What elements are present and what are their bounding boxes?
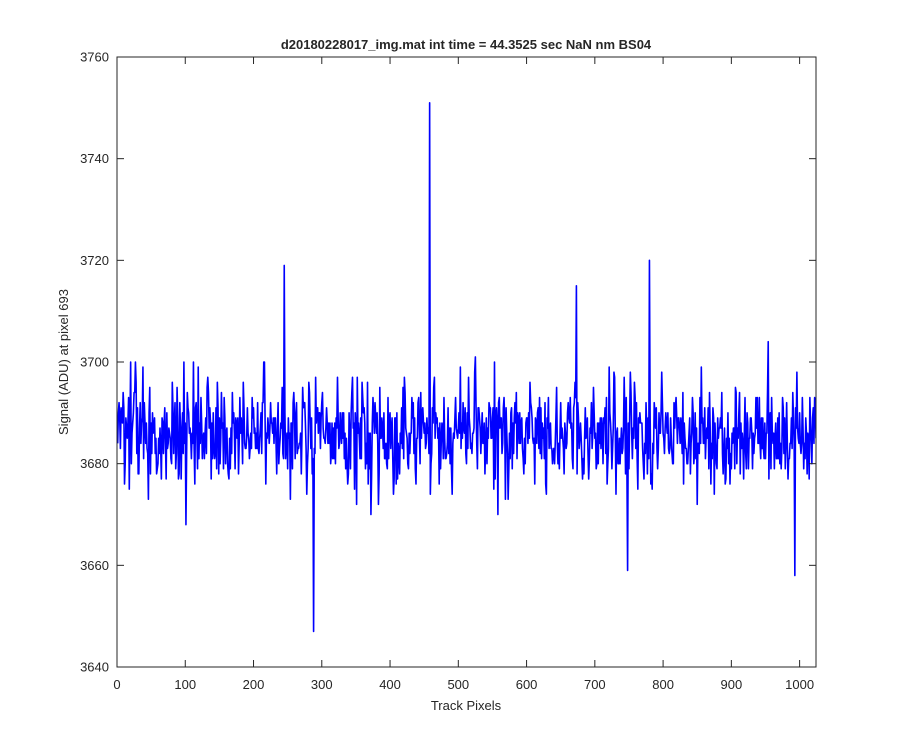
x-tick-label: 500: [447, 677, 469, 692]
y-tick-label: 3740: [80, 151, 109, 166]
y-tick-label: 3760: [80, 50, 109, 65]
axes: 0 100 200 300 400 500 600 700 800 900 1000 3640 3660…: [80, 50, 817, 692]
x-tick-label: 800: [652, 677, 674, 692]
x-tick-label: 700: [584, 677, 606, 692]
x-tick-label: 600: [516, 677, 538, 692]
signal-series-line: [117, 101, 816, 633]
y-tick-label: 3680: [80, 456, 109, 471]
x-tick-label: 0: [113, 677, 120, 692]
x-tick-label: 100: [174, 677, 196, 692]
x-tick-label: 200: [243, 677, 265, 692]
y-axis-label: Signal (ADU) at pixel 693: [56, 289, 71, 435]
x-axis-label: Track Pixels: [431, 698, 502, 713]
y-tick-label: 3700: [80, 355, 109, 370]
chart-title: d20180228017_img.mat int time = 44.3525 …: [281, 37, 652, 52]
y-tick-label: 3640: [80, 660, 109, 675]
plot-area: [117, 101, 816, 633]
x-tick-label: 300: [311, 677, 333, 692]
x-tick-label: 1000: [785, 677, 814, 692]
y-tick-label: 3660: [80, 558, 109, 573]
x-tick-label: 400: [379, 677, 401, 692]
y-tick-label: 3720: [80, 253, 109, 268]
x-tick-label: 900: [721, 677, 743, 692]
